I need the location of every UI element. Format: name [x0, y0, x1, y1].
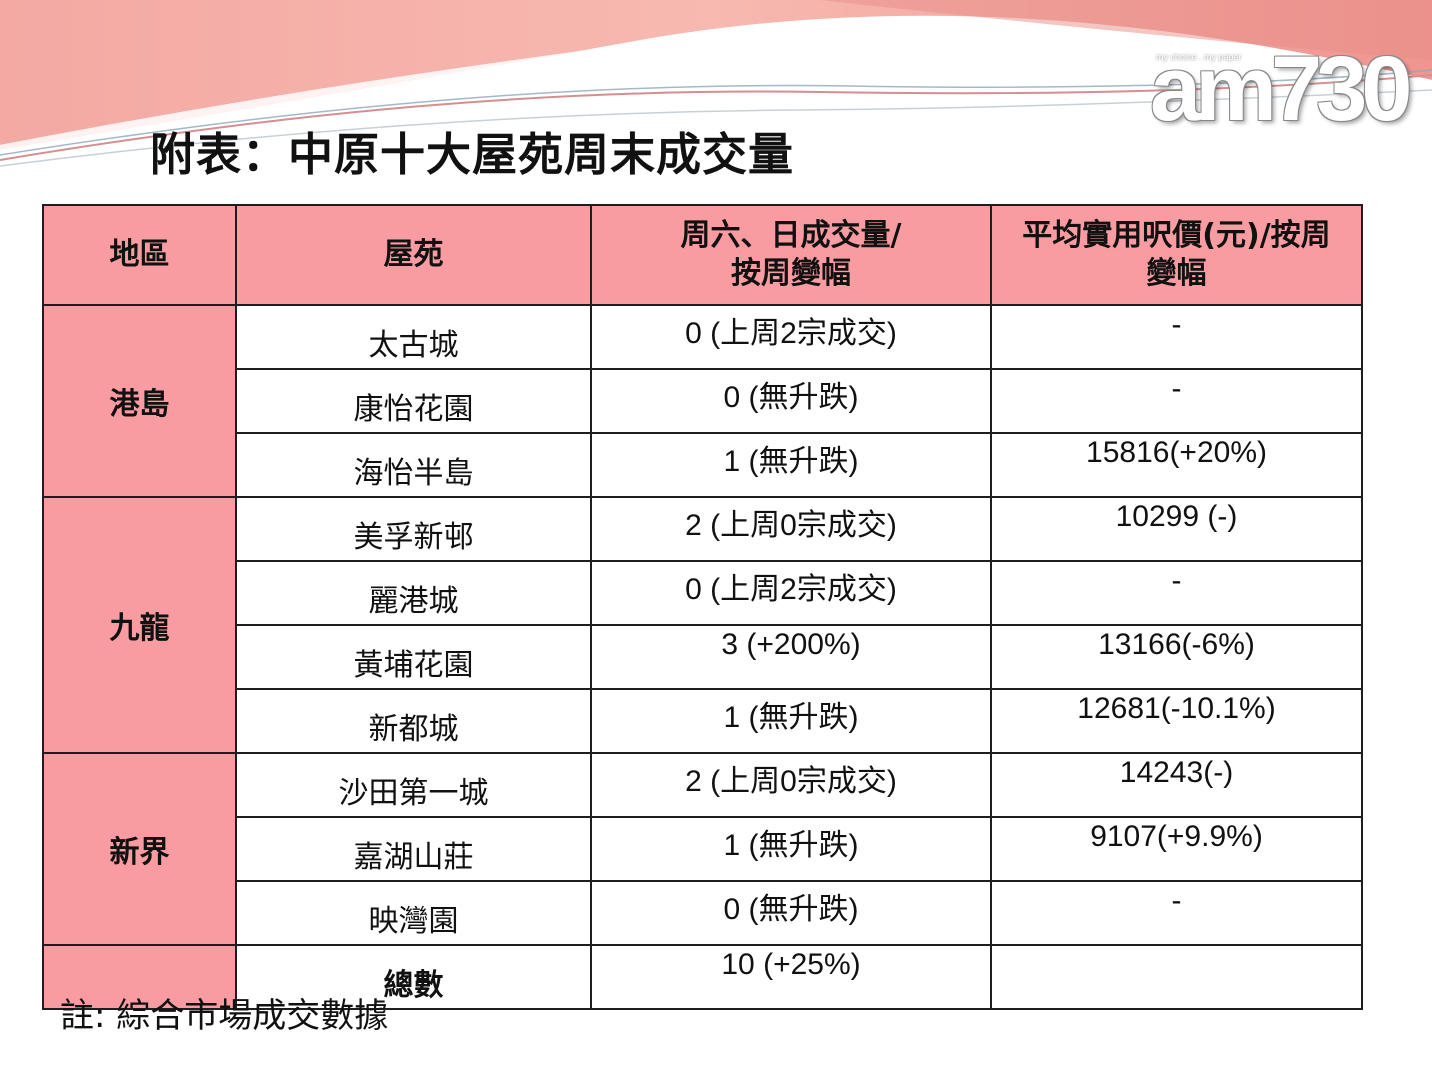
estate-name: 美孚新邨 — [235, 496, 592, 562]
estate-name: 沙田第一城 — [235, 752, 592, 818]
table-row: 嘉湖山莊 1 (無升跌) 9107(+9.9%) — [43, 816, 1363, 882]
region-kowloon: 九龍 — [42, 496, 237, 754]
table-row: 麗港城 0 (上周2宗成交) - — [43, 560, 1363, 626]
volume-cell: 0 (無升跌) — [590, 880, 992, 946]
table-row: 新都城 1 (無升跌) 12681(-10.1%) — [43, 688, 1363, 754]
volume-cell: 1 (無升跌) — [590, 688, 992, 754]
price-cell: 9107(+9.9%) — [990, 816, 1363, 882]
total-row: 總數 10 (+25%) — [42, 944, 1363, 1010]
table-row: 九龍 美孚新邨 2 (上周0宗成交) 10299 (-) — [42, 496, 1363, 754]
volume-cell: 3 (+200%) — [590, 624, 992, 690]
volume-cell: 2 (上周0宗成交) — [590, 752, 992, 818]
footnote: 註: 綜合市場成交數據 — [60, 996, 389, 1036]
price-cell: - — [990, 368, 1363, 434]
estate-name: 映灣園 — [235, 880, 592, 946]
total-label: 總數 — [235, 944, 592, 1010]
price-cell: 10299 (-) — [990, 496, 1363, 562]
table-header-row: 地區 屋苑 周六、日成交量/ 按周變幅 平均實用呎價(元)/按周 變幅 — [42, 204, 1363, 306]
estate-name: 嘉湖山莊 — [235, 816, 592, 882]
table-row: 黃埔花園 3 (+200%) 13166(-6%) — [43, 624, 1363, 690]
logo-wordmark: am730 — [1150, 38, 1412, 140]
header-estate: 屋苑 — [235, 204, 592, 306]
banner-decoration — [0, 0, 1432, 167]
logo-tagline: my choice . my paper — [1156, 52, 1242, 62]
volume-cell: 0 (無升跌) — [590, 368, 992, 434]
estate-name: 新都城 — [235, 688, 592, 754]
region-hk-island: 港島 — [42, 304, 237, 498]
estate-transactions-table: 地區 屋苑 周六、日成交量/ 按周變幅 平均實用呎價(元)/按周 變幅 港島 太… — [42, 204, 1363, 1010]
total-volume: 10 (+25%) — [590, 944, 992, 1010]
total-region-cell — [42, 944, 237, 1010]
table-row: 康怡花園 0 (無升跌) - — [43, 368, 1363, 434]
volume-cell: 2 (上周0宗成交) — [590, 496, 992, 562]
total-price — [990, 944, 1363, 1010]
price-cell: 13166(-6%) — [990, 624, 1363, 690]
region-new-territories: 新界 — [42, 752, 237, 946]
header-volume: 周六、日成交量/ 按周變幅 — [590, 204, 992, 306]
table-row: 港島 太古城 0 (上周2宗成交) - — [42, 304, 1363, 498]
header-price: 平均實用呎價(元)/按周 變幅 — [990, 204, 1363, 306]
price-cell: - — [990, 304, 1363, 370]
volume-cell: 0 (上周2宗成交) — [590, 304, 992, 370]
estate-name: 黃埔花園 — [235, 624, 592, 690]
price-cell: 14243(-) — [990, 752, 1363, 818]
volume-cell: 1 (無升跌) — [590, 432, 992, 498]
price-cell: 12681(-10.1%) — [990, 688, 1363, 754]
page-title: 附表：中原十大屋苑周末成交量 — [150, 128, 795, 181]
header-region: 地區 — [42, 204, 237, 306]
estate-name: 康怡花園 — [235, 368, 592, 434]
table-row: 海怡半島 1 (無升跌) 15816(+20%) — [43, 432, 1363, 498]
volume-cell: 0 (上周2宗成交) — [590, 560, 992, 626]
am730-logo: am730 my choice . my paper — [1150, 42, 1412, 137]
price-cell: - — [990, 560, 1363, 626]
table-row: 映灣園 0 (無升跌) - — [43, 880, 1363, 946]
estate-name: 太古城 — [235, 304, 592, 370]
table-row: 新界 沙田第一城 2 (上周0宗成交) 14243(-) — [42, 752, 1363, 946]
estate-name: 海怡半島 — [235, 432, 592, 498]
estate-name: 麗港城 — [235, 560, 592, 626]
volume-cell: 1 (無升跌) — [590, 816, 992, 882]
price-cell: - — [990, 880, 1363, 946]
price-cell: 15816(+20%) — [990, 432, 1363, 498]
